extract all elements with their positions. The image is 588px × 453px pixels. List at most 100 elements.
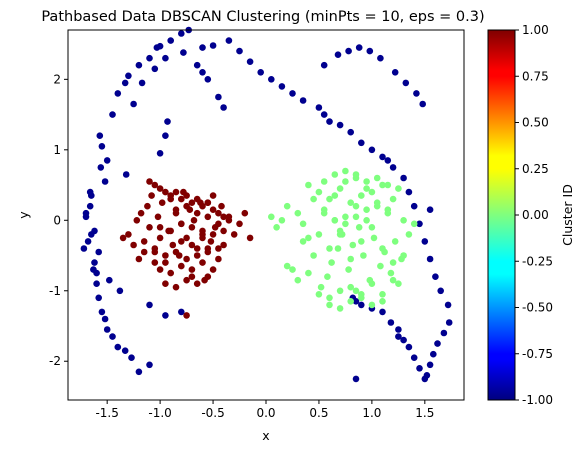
scatter-point	[130, 241, 137, 249]
scatter-point	[106, 276, 113, 284]
scatter-point	[148, 192, 155, 199]
scatter-point	[257, 69, 265, 76]
scatter-point	[326, 301, 333, 309]
colorbar-tick-label: 0.50	[522, 116, 549, 130]
scatter-point	[209, 192, 217, 199]
scatter-point	[331, 192, 339, 199]
x-tick-label: -0.5	[201, 406, 224, 420]
scatter-point	[144, 202, 151, 210]
scatter-point	[230, 231, 238, 238]
scatter-point	[360, 252, 367, 259]
scatter-point	[178, 220, 185, 228]
scatter-point	[215, 255, 222, 263]
scatter-point	[215, 220, 222, 228]
scatter-point	[320, 61, 328, 69]
scatter-point	[146, 361, 153, 369]
scatter-point	[400, 252, 407, 259]
scatter-point	[379, 298, 386, 305]
scatter-point	[444, 301, 452, 309]
scatter-point	[370, 234, 378, 242]
scatter-point	[156, 150, 164, 157]
scatter-point	[379, 245, 386, 252]
scatter-point	[215, 93, 222, 101]
scatter-point	[395, 333, 402, 340]
scatter-point	[146, 178, 153, 185]
scatter-point	[114, 343, 122, 351]
scatter-point	[121, 347, 129, 355]
scatter-point	[421, 375, 429, 383]
scatter-point	[167, 227, 174, 235]
scatter-point	[336, 121, 344, 129]
scatter-point	[315, 231, 323, 238]
scatter-point	[405, 188, 413, 196]
scatter-point	[121, 79, 129, 87]
y-tick-label: 0	[53, 213, 61, 227]
scatter-point	[278, 83, 286, 90]
scatter-point	[84, 238, 92, 245]
scatter-point	[426, 255, 434, 263]
scatter-point	[146, 54, 153, 62]
scatter-point	[334, 51, 342, 58]
scatter-point	[345, 47, 352, 55]
scatter-point	[379, 153, 386, 161]
scatter-point	[283, 202, 291, 210]
scatter-point	[320, 178, 328, 185]
scatter-point	[352, 375, 360, 383]
scatter-point	[355, 44, 363, 51]
scatter-point	[395, 280, 402, 288]
scatter-point	[103, 157, 111, 164]
scatter-point	[405, 343, 413, 351]
scatter-point	[183, 255, 190, 263]
scatter-point	[326, 245, 333, 252]
scatter-point	[172, 206, 180, 213]
scatter-point	[151, 65, 159, 73]
scatter-point	[355, 224, 363, 231]
scatter-point	[384, 181, 392, 189]
scatter-point	[410, 202, 418, 210]
scatter-point	[368, 224, 376, 231]
scatter-point	[188, 241, 196, 249]
scatter-point	[101, 315, 109, 323]
scatter-point	[334, 245, 342, 252]
x-tick-label: -1.0	[148, 406, 171, 420]
scatter-point	[336, 231, 344, 238]
scatter-point	[135, 61, 143, 69]
scatter-point	[193, 252, 201, 259]
scatter-point	[138, 79, 146, 87]
scatter-point	[119, 234, 127, 242]
chart-title: Pathbased Data DBSCAN Clustering (minPts…	[41, 9, 484, 25]
colorbar-tick-label: -1.00	[522, 393, 553, 407]
scatter-point	[246, 234, 254, 242]
scatter-point	[373, 174, 381, 182]
scatter-point	[349, 241, 357, 249]
scatter-point	[178, 262, 185, 270]
scatter-point	[410, 354, 418, 362]
scatter-point	[162, 312, 169, 319]
scatter-point	[241, 209, 249, 217]
scatter-point	[178, 238, 185, 245]
scatter-point	[146, 224, 153, 231]
scatter-point	[379, 291, 386, 298]
scatter-point	[215, 245, 222, 252]
scatter-point	[156, 185, 164, 192]
scatter-point	[86, 202, 94, 210]
scatter-point	[391, 238, 399, 245]
scatter-point	[137, 209, 145, 217]
scatter-point	[389, 276, 397, 284]
scatter-point	[342, 178, 349, 185]
scatter-point	[368, 146, 376, 154]
scatter-point	[416, 220, 423, 228]
scatter-point	[440, 329, 448, 337]
scatter-point	[103, 326, 111, 333]
scatter-point	[310, 252, 317, 259]
scatter-point	[93, 280, 100, 288]
scatter-point	[315, 104, 323, 111]
scatter-point	[400, 174, 407, 182]
scatter-point	[273, 224, 280, 231]
scatter-point	[402, 79, 410, 87]
scatter-point	[109, 333, 116, 340]
scatter-point	[305, 181, 312, 189]
scatter-point	[190, 217, 198, 224]
x-tick-label: 0.5	[309, 406, 328, 420]
scatter-point	[358, 301, 365, 309]
